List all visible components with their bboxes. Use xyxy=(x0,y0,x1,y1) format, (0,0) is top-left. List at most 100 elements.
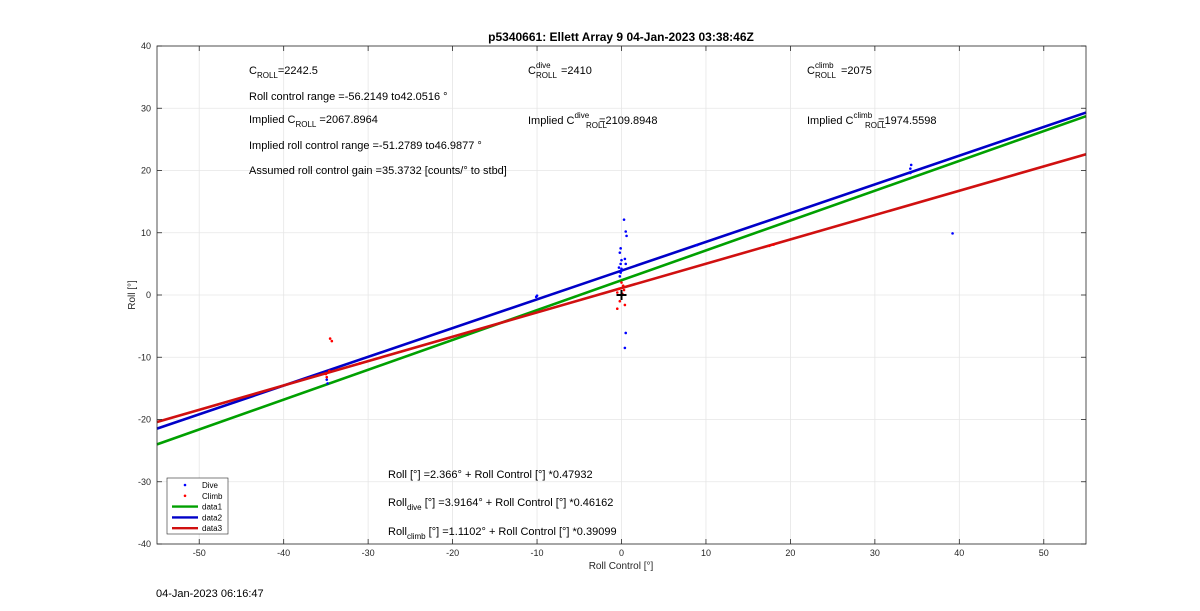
equation-climb-sub: climb xyxy=(407,532,426,541)
implied-c-roll-climb-prefix: Implied C xyxy=(807,115,854,127)
roll-range-annotation: Roll control range =-56.2149 to42.0516 ° xyxy=(249,91,448,103)
x-axis-label: Roll Control [°] xyxy=(589,561,654,572)
c-roll-dive-sup: dive xyxy=(536,61,551,70)
implied-c-roll-climb-value: =1974.5598 xyxy=(875,115,936,127)
c-roll-climb-value: =2075 xyxy=(841,65,872,77)
x-tick-label: 50 xyxy=(1039,548,1049,558)
point-dive xyxy=(618,251,622,254)
point-climb xyxy=(620,281,623,284)
point-dive xyxy=(619,247,622,250)
point-dive xyxy=(326,382,329,385)
y-tick-label: 10 xyxy=(141,228,151,238)
point-dive xyxy=(624,331,628,335)
implied-c-roll-climb-sub: ROLL xyxy=(865,121,886,130)
point-climb xyxy=(617,287,621,291)
point-dive xyxy=(623,346,627,350)
c-roll-sub: ROLL xyxy=(257,71,278,80)
legend-label: Climb xyxy=(202,492,223,501)
legend-label: data3 xyxy=(202,524,223,533)
legend-label: data1 xyxy=(202,503,223,512)
fit-line-data1 xyxy=(156,114,1087,446)
chart-title: p5340661: Ellett Array 9 04-Jan-2023 03:… xyxy=(488,30,754,44)
equation-dive-base: Roll xyxy=(388,497,407,509)
x-tick-label: 10 xyxy=(701,548,711,558)
c-roll-climb-annotation: Cclimb ROLL =2075 xyxy=(807,61,872,80)
point-climb xyxy=(621,284,625,287)
y-tick-label: -40 xyxy=(138,539,151,549)
legend-label: data2 xyxy=(202,513,223,522)
x-tick-label: -10 xyxy=(531,548,544,558)
equation-climb-rest: [°] =1.1102° + Roll Control [°] *0.39099 xyxy=(426,526,617,538)
c-roll-dive-base: C xyxy=(528,65,536,77)
x-tick-label: 40 xyxy=(954,548,964,558)
legend-marker-climb xyxy=(183,494,187,498)
point-dive xyxy=(624,230,628,233)
implied-c-roll-dive-sup: dive xyxy=(574,111,589,120)
point-dive xyxy=(620,267,623,271)
y-tick-label: 0 xyxy=(146,290,151,300)
point-dive xyxy=(623,257,627,261)
point-climb xyxy=(772,243,775,246)
point-climb xyxy=(330,339,334,343)
equation-climb: Rollclimb [°] =1.1102° + Roll Control [°… xyxy=(388,526,617,541)
point-dive xyxy=(909,167,912,170)
c-roll-dive-sub: ROLL xyxy=(536,71,557,80)
implied-c-roll-value: =2067.8964 xyxy=(316,114,377,126)
c-roll-annotation: CROLL=2242.5 xyxy=(249,65,318,80)
y-tick-label: 20 xyxy=(141,166,151,176)
x-tick-label: 20 xyxy=(785,548,795,558)
x-tick-label: -50 xyxy=(193,548,206,558)
point-dive xyxy=(951,232,954,235)
x-tick-label: -40 xyxy=(277,548,290,558)
legend-marker-dive xyxy=(183,483,187,487)
y-tick-label: -30 xyxy=(138,477,151,487)
point-climb xyxy=(618,299,622,303)
point-climb xyxy=(615,307,619,310)
c-roll-climb-base: C xyxy=(807,65,815,77)
implied-c-roll-dive-value: =2109.8948 xyxy=(596,115,657,127)
x-tick-label: 0 xyxy=(619,548,624,558)
y-tick-label: -20 xyxy=(138,415,151,425)
legend-label: Dive xyxy=(202,481,219,490)
implied-c-roll-climb-sup: climb xyxy=(853,111,872,120)
point-dive xyxy=(624,262,628,266)
y-axis-label: Roll [°] xyxy=(127,280,138,310)
equation-climb-base: Roll xyxy=(388,526,407,538)
equation-dive-sub: dive xyxy=(407,503,422,512)
point-dive xyxy=(695,243,698,247)
point-dive xyxy=(325,378,329,381)
point-dive xyxy=(620,258,623,262)
implied-c-roll-dive-prefix: Implied C xyxy=(528,115,575,127)
point-climb xyxy=(767,244,771,248)
c-roll-dive-annotation: Cdive ROLL =2410 xyxy=(528,61,592,80)
point-dive xyxy=(622,218,626,221)
point-dive xyxy=(618,275,622,278)
axis-ticks: -50 -40 -30 -20 -10 0 10 20 30 40 50 -40 -30 -20 -10 0 1… xyxy=(138,41,1086,558)
equation-all: Roll [°] =2.366° + Roll Control [°] *0.4… xyxy=(388,469,593,481)
footer-timestamp: 04-Jan-2023 06:16:47 xyxy=(156,588,264,600)
c-roll-value: =2242.5 xyxy=(278,65,318,77)
implied-c-roll-climb-annotation: Implied Cclimb ROLL =1974.5598 xyxy=(807,111,936,130)
x-tick-label: 30 xyxy=(870,548,880,558)
point-climb xyxy=(623,303,627,307)
implied-c-roll-dive-sub: ROLL xyxy=(586,121,607,130)
data-points xyxy=(324,163,954,385)
equation-dive: Rolldive [°] =3.9164° + Roll Control [°]… xyxy=(388,497,613,512)
point-dive xyxy=(909,171,912,175)
x-tick-label: -20 xyxy=(446,548,459,558)
c-roll-base: C xyxy=(249,65,257,77)
point-dive xyxy=(909,163,913,167)
gain-annotation: Assumed roll control gain =35.3732 [coun… xyxy=(249,165,507,177)
implied-c-roll-annotation: Implied CROLL =2067.8964 xyxy=(249,114,378,129)
implied-c-roll-sub: ROLL xyxy=(295,120,316,129)
implied-c-roll-prefix: Implied C xyxy=(249,114,296,126)
x-tick-label: -30 xyxy=(362,548,375,558)
c-roll-climb-sub: ROLL xyxy=(815,71,836,80)
point-climb xyxy=(328,337,332,340)
origin-marker xyxy=(616,290,627,300)
point-climb xyxy=(615,291,619,294)
equation-dive-rest: [°] =3.9164° + Roll Control [°] *0.46162 xyxy=(422,497,614,509)
point-dive xyxy=(535,294,539,297)
